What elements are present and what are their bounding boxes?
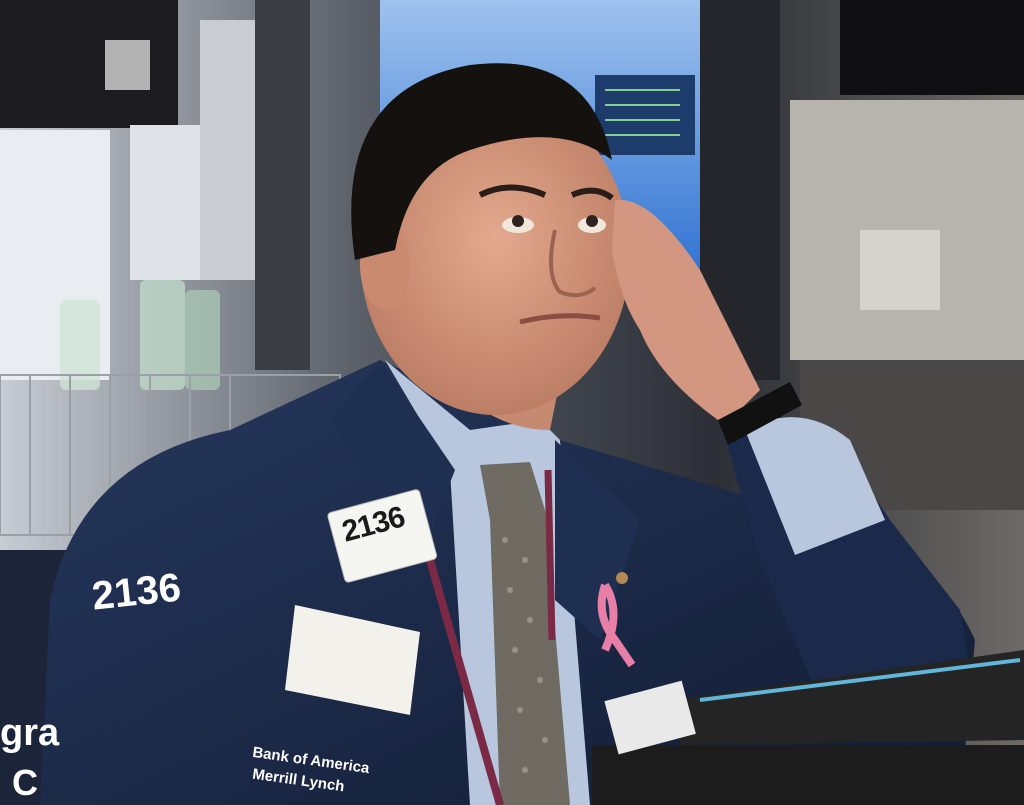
pillar (255, 0, 310, 370)
bottle (185, 290, 220, 390)
right-lapel (555, 440, 640, 640)
right-eyebrow (570, 187, 614, 201)
shirt-cuff (745, 417, 885, 555)
side-panel (130, 125, 200, 280)
hand (612, 199, 760, 425)
dark-monitor (0, 0, 178, 128)
pink-ribbon (597, 582, 636, 668)
background-partial-text-1: gra (0, 712, 60, 754)
mouth (519, 313, 601, 325)
keyboard-device (672, 650, 1024, 745)
left-eyebrow (478, 184, 547, 198)
paper-slip (604, 680, 696, 755)
screen-chart (595, 75, 695, 155)
speaker-panel (200, 20, 260, 280)
sleeve-number: 2136 (89, 565, 183, 619)
bottle (140, 280, 185, 390)
hair (351, 63, 612, 261)
wristwatch (718, 382, 802, 445)
lanyard (426, 558, 504, 805)
desk (592, 745, 1024, 805)
badge-card (327, 489, 438, 583)
lapel-pin (616, 572, 628, 584)
bottle (60, 300, 100, 390)
pocket-paper (285, 605, 420, 715)
nose (549, 229, 597, 298)
background-partial-text-2: C (12, 762, 38, 803)
